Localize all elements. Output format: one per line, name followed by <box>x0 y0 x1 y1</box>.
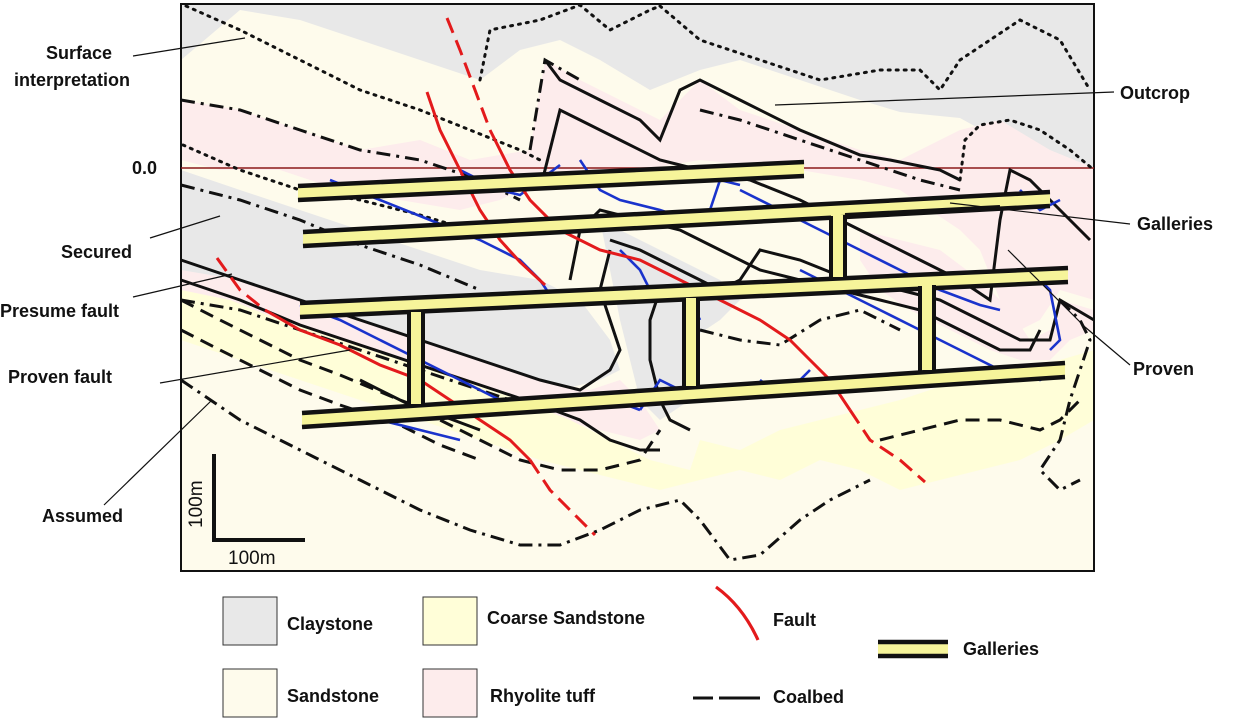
legend-label-galleries: Galleries <box>963 639 1039 659</box>
fault-proven-mid <box>425 91 547 287</box>
claystone-region-middle <box>181 170 620 390</box>
leader-proven-fault <box>159 349 351 384</box>
boundary-dotted-right <box>958 118 1096 182</box>
label-proven: Proven <box>1133 359 1194 379</box>
label-galleries: Galleries <box>1137 214 1213 234</box>
label-proven-fault: Proven fault <box>8 367 112 387</box>
shaft-4 <box>682 297 700 388</box>
legend-swatch-sandstone <box>222 668 278 718</box>
leader-presume-fault <box>132 273 233 298</box>
boundary-solid-2 <box>538 107 1092 303</box>
fault-proven-upper <box>488 129 852 411</box>
label-surface-2: interpretation <box>14 70 130 90</box>
claystone-region-core <box>600 220 740 420</box>
boundary-dotted-mid <box>181 143 472 232</box>
shaft-1 <box>407 311 425 404</box>
legend-label-claystone: Claystone <box>287 614 373 634</box>
boundary-dashed-3 <box>180 328 481 462</box>
boundary-dashdot-6 <box>1038 298 1092 492</box>
boundary-solid-1 <box>543 59 961 182</box>
label-surface-1: Surface <box>46 43 112 63</box>
label-zero: 0.0 <box>132 158 157 178</box>
scale-horizontal-label: 100m <box>228 548 276 569</box>
fault-presume-lower <box>215 257 266 312</box>
scale-vertical-label: 100m <box>186 480 207 528</box>
legend-label-coarse-sandstone: Coarse Sandstone <box>487 608 645 628</box>
legend-label-sandstone: Sandstone <box>287 686 379 706</box>
leader-secured <box>149 215 221 239</box>
galleries <box>297 159 1069 430</box>
boundary-solid-7 <box>180 278 660 452</box>
boundary-dashdot-5 <box>180 378 871 562</box>
fault-presume-bottom <box>528 459 597 537</box>
blue-line-10 <box>379 418 461 442</box>
label-secured: Secured <box>61 242 132 262</box>
boundary-top-dotted <box>478 3 1092 93</box>
legend-label-coalbed: Coalbed <box>773 687 844 707</box>
scale-bar: 100m 100m <box>186 454 305 569</box>
legend-galleries-icon <box>878 639 948 659</box>
rhyolite-region-right <box>860 230 1094 360</box>
legend-swatch-coarse-sandstone <box>422 596 478 646</box>
leader-outcrop <box>774 91 1115 106</box>
scale-bar-lines <box>212 454 305 542</box>
leader-galleries <box>949 202 1131 225</box>
fault-presume-upper <box>445 17 492 131</box>
legend-swatch-rhyolite-tuff <box>422 668 478 718</box>
legend-label-fault: Fault <box>773 610 816 630</box>
leader-proven-2 <box>1007 249 1086 328</box>
legend-fault-icon <box>715 585 760 641</box>
boundary-solid-5 <box>180 249 622 392</box>
claystone-region-upper <box>181 4 1094 168</box>
callout-labels: Surface interpretation 0.0 Secured Presu… <box>0 43 1213 526</box>
label-presume-fault: Presume fault <box>0 301 119 321</box>
map-frame <box>180 3 1095 572</box>
leader-lines <box>103 37 1131 506</box>
boundary-solid-6 <box>648 289 691 432</box>
boundary-dashed-2 <box>879 398 1082 442</box>
boundary-dashed-1 <box>180 298 662 472</box>
coarse-sandstone-region <box>181 290 1094 490</box>
legend-swatch-claystone <box>222 596 278 646</box>
label-assumed: Assumed <box>42 506 123 526</box>
legend-label-rhyolite-tuff: Rhyolite tuff <box>490 686 596 706</box>
boundary-dashdot-7 <box>699 308 901 347</box>
gallery-1 <box>297 159 805 203</box>
leader-assumed <box>103 399 213 506</box>
boundary-surface-dotted <box>184 4 542 162</box>
shaft-2 <box>829 205 1001 278</box>
leader-surface <box>132 37 246 57</box>
legend: Claystone Coarse Sandstone Fault Galleri… <box>222 585 1039 718</box>
fault-presume-right <box>848 409 926 484</box>
shaft-3 <box>918 285 936 371</box>
leader-proven <box>1084 326 1131 366</box>
label-outcrop: Outcrop <box>1120 83 1190 103</box>
